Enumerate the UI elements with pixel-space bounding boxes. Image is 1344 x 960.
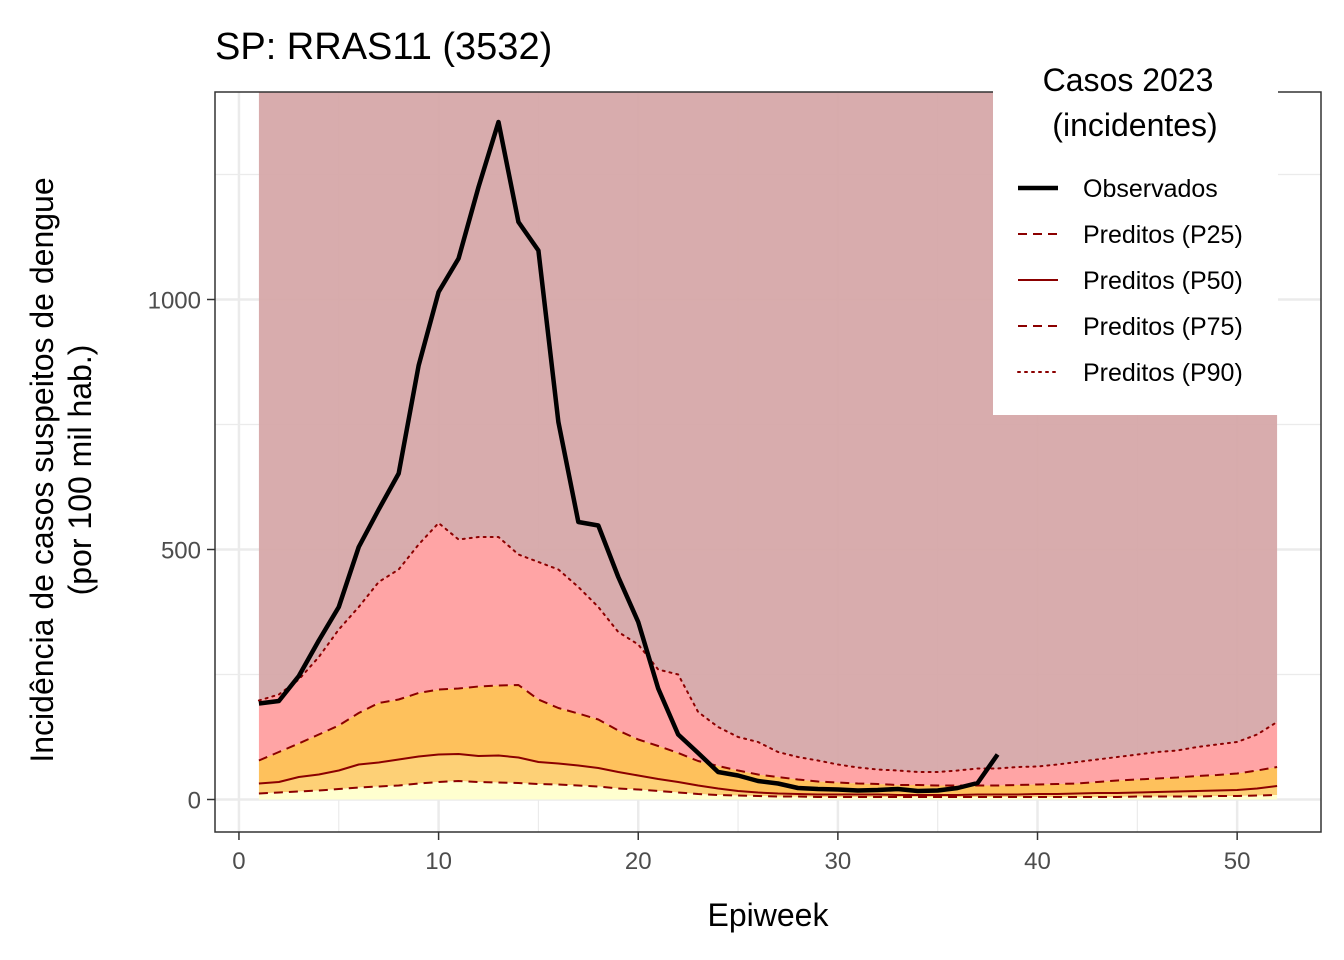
y-axis-title-line-1: Incidência de casos suspeitos de dengue — [24, 177, 60, 762]
x-tick-label: 50 — [1224, 848, 1251, 875]
y-tick-label: 1000 — [148, 288, 201, 315]
series-line-p50 — [258, 753, 1278, 796]
band-p25-p50 — [258, 754, 1278, 797]
band-below-p25 — [258, 781, 1278, 800]
x-tick-label: 30 — [825, 848, 852, 875]
legend-title-line-1: Casos 2023 — [1043, 62, 1214, 98]
y-axis-title-line-2: (por 100 mil hab.) — [62, 345, 98, 596]
band-p50-p75 — [258, 685, 1278, 795]
legend-entry-label: Preditos (P75) — [1083, 313, 1243, 341]
legend-entries: Observados Preditos (P25) Preditos (P50) Pr… — [1017, 175, 1243, 387]
series-line-observados — [258, 119, 1000, 794]
y-tick-label: 500 — [161, 538, 201, 565]
x-tick-label: 20 — [625, 848, 652, 875]
x-tick-label: 10 — [425, 848, 452, 875]
y-axis-title: Incidência de casos suspeitos de dengue … — [24, 177, 98, 762]
band-p75-p90 — [258, 523, 1278, 786]
series-lines — [257, 119, 1279, 798]
series-line-p75 — [258, 684, 1278, 787]
panel-border — [214, 91, 1322, 833]
y-axis: 0 500 1000 — [148, 288, 215, 815]
x-tick-label: 0 — [232, 848, 245, 875]
legend-entry-label: Observados — [1083, 175, 1218, 203]
x-axis: 0 10 20 30 40 50 — [232, 832, 1251, 875]
legend-title-line-2: (incidentes) — [1052, 107, 1217, 143]
legend-entry-label: Preditos (P90) — [1083, 359, 1243, 387]
series-line-p25 — [258, 780, 1278, 798]
legend-box — [993, 58, 1278, 415]
chart-title: SP: RRAS11 (3532) — [215, 26, 552, 68]
legend-entry-label: Preditos (P50) — [1083, 267, 1243, 295]
legend-entry-label: Preditos (P25) — [1083, 221, 1243, 249]
legend: Casos 2023 (incidentes) Observados Predit… — [993, 58, 1278, 415]
x-tick-label: 40 — [1024, 848, 1051, 875]
x-axis-title: Epiweek — [708, 897, 830, 933]
y-tick-label: 0 — [188, 788, 201, 815]
